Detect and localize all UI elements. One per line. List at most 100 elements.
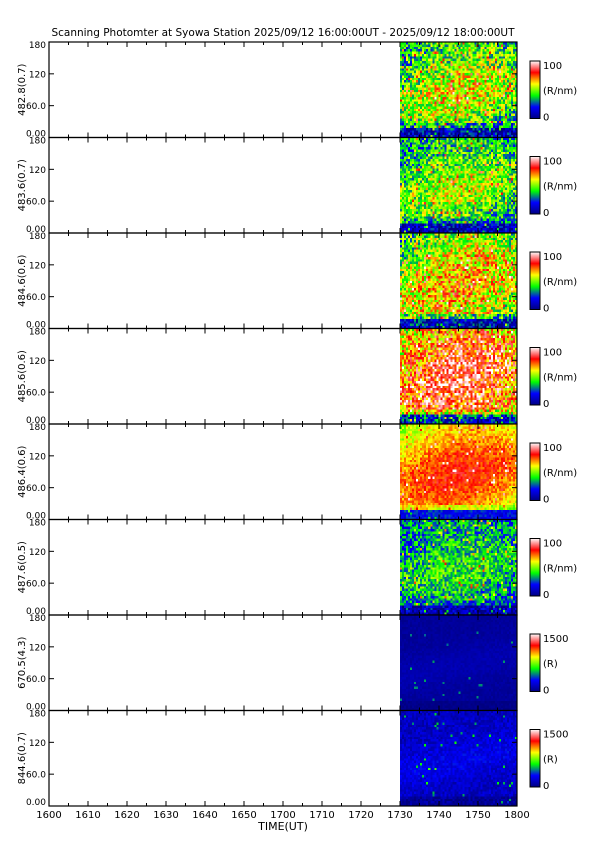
x-tick-label: 1720 [348,810,373,821]
y-tick-label: 0.00 [26,225,46,235]
y-tick-label: 60.0 [26,102,46,112]
colorbar-min-label: 0 [543,495,549,506]
y-tick-label: 0.00 [26,321,46,331]
y-tick-label: 60.0 [26,771,46,781]
heatmap-1 [400,137,517,233]
colorbar-unit-label: (R/nm) [543,277,577,288]
x-tick-label: 1620 [114,810,139,821]
y-axis-label-7: 844.6(0.7) [17,732,28,784]
panel-1: 0.00 60.0 120 180 483.6(0.7) 100 (R/nm) 0 [17,137,577,238]
colorbar-max-label: 100 [543,61,562,72]
colorbar-min-label: 0 [543,304,549,315]
y-axis-label-5: 487.6(0.5) [17,541,28,593]
y-tick-label: 60.0 [26,675,46,685]
y-tick-label: 180 [29,232,46,242]
heatmap-4 [400,424,517,520]
y-tick-label: 60.0 [26,389,46,399]
y-tick-label: 0.00 [26,130,46,140]
x-tick-label: 1700 [270,810,295,821]
y-tick-label: 60.0 [26,484,46,494]
colorbar-unit-label: (R/nm) [543,181,577,192]
colorbar-unit-label: (R) [543,659,558,670]
x-tick-label: 1730 [387,810,412,821]
heatmap-6 [400,615,517,711]
y-tick-label: 0.00 [26,703,46,713]
y-axis-label-4: 486.4(0.6) [17,445,28,497]
x-tick-label: 1740 [426,810,451,821]
colorbar-max-label: 1500 [543,634,568,645]
panel-0: 0.00 60.0 120 180 482.8(0.7) 100 (R/nm) 0 [17,41,577,143]
y-tick-label: 0.00 [26,512,46,522]
y-tick-label: 120 [29,70,46,80]
colorbar-min-label: 0 [543,113,549,124]
colorbar-4 [529,442,541,501]
colorbar-0 [529,60,541,119]
heatmap-5 [400,519,517,615]
y-tick-label: 120 [29,739,46,749]
y-tick-label: 60.0 [26,293,46,303]
colorbar-6 [529,633,541,692]
y-tick-label: 120 [29,548,46,558]
y-tick-label: 120 [29,643,46,653]
colorbar-max-label: 100 [543,252,562,263]
x-tick-label: 1750 [465,810,490,821]
x-tick-label: 1800 [504,810,529,821]
x-tick-label: 1650 [231,810,256,821]
y-tick-label: 120 [29,261,46,271]
y-axis-label-2: 484.6(0.6) [17,254,28,306]
heatmap-3 [400,328,517,424]
colorbar-min-label: 0 [543,686,549,697]
y-tick-label: 120 [29,357,46,367]
heatmap-7 [400,710,517,806]
colorbar-2 [529,251,541,310]
panel-3: 0.00 60.0 120 180 485.6(0.6) 100 (R/nm) 0 [17,328,577,429]
colorbar-min-label: 0 [543,399,549,410]
colorbar-unit-label: (R/nm) [543,563,577,574]
panel-7: 0.00 60.0 120 180 844.6(0.7) 1500 (R) 0 [17,710,568,809]
y-tick-label: 60.0 [26,580,46,590]
colorbar-min-label: 0 [543,781,549,792]
y-tick-label: 120 [29,452,46,462]
heatmap-0 [400,42,517,138]
x-axis: 1600 1610 1620 1630 1640 1650 1700 1710 1720 1730… [36,810,529,821]
colorbar-max-label: 100 [543,348,562,359]
colorbar-min-label: 0 [543,590,549,601]
colorbar-5 [529,538,541,597]
panel-4: 0.00 60.0 120 180 486.4(0.6) 100 (R/nm) 0 [17,423,577,525]
panel-5: 0.00 60.0 120 180 487.6(0.5) 100 (R/nm) 0 [17,519,577,620]
colorbar-unit-label: (R/nm) [543,372,577,383]
y-tick-label: 0.00 [26,607,46,617]
chart-title: Scanning Photomter at Syowa Station 2025… [51,27,515,39]
y-tick-label: 60.0 [26,198,46,208]
x-tick-label: 1630 [153,810,178,821]
colorbar-3 [529,347,541,406]
y-tick-label: 180 [29,519,46,529]
y-tick-label: 180 [29,423,46,433]
y-tick-label: 180 [29,614,46,624]
x-tick-label: 1710 [309,810,334,821]
x-tick-label: 1600 [36,810,61,821]
y-axis-label-1: 483.6(0.7) [17,159,28,211]
colorbar-max-label: 100 [543,539,562,550]
y-tick-label: 0.00 [26,416,46,426]
y-axis-label-0: 482.8(0.7) [17,63,28,115]
y-tick-label: 180 [29,137,46,147]
panel-6: 0.00 60.0 120 180 670.5(4.3) 1500 (R) 0 [17,614,568,716]
heatmap-2 [400,233,517,329]
colorbar-min-label: 0 [543,208,549,219]
panel-2: 0.00 60.0 120 180 484.6(0.6) 100 (R/nm) 0 [17,232,577,334]
y-axis-label-3: 485.6(0.6) [17,350,28,402]
x-tick-label: 1610 [75,810,100,821]
chart-panels: 0.00 60.0 120 180 482.8(0.7) 100 (R/nm) 0 0.00 60… [17,41,577,808]
colorbar-max-label: 1500 [543,730,568,741]
colorbar-unit-label: (R/nm) [543,468,577,479]
x-tick-label: 1640 [192,810,217,821]
y-tick-label: 180 [29,710,46,720]
colorbar-unit-label: (R) [543,754,558,765]
colorbar-unit-label: (R/nm) [543,86,577,97]
colorbar-1 [529,156,541,215]
y-tick-label: 120 [29,166,46,176]
colorbar-max-label: 100 [543,157,562,168]
y-axis-label-6: 670.5(4.3) [17,636,28,688]
